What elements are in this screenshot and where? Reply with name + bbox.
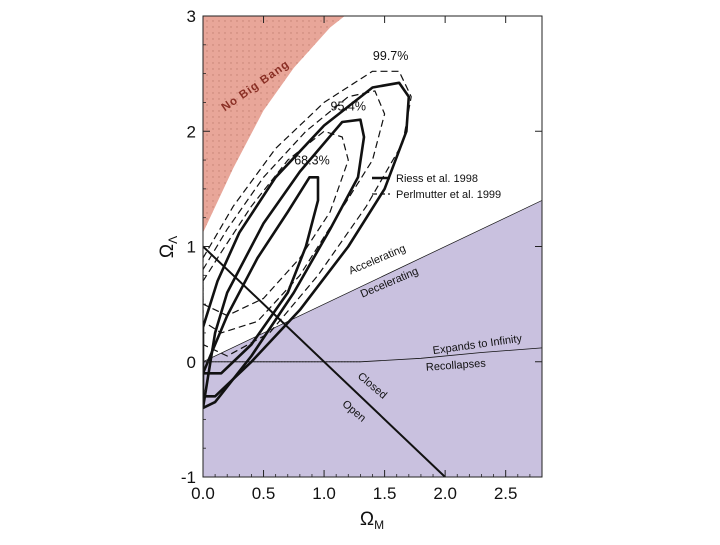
- legend-label-riess: Riess et al. 1998: [396, 173, 478, 185]
- x-tick-label: 2.5: [494, 484, 518, 503]
- legend-label-perlmutter: Perlmutter et al. 1999: [396, 189, 501, 201]
- x-tick-label: 2.0: [433, 484, 457, 503]
- riess-contour-68-3: [203, 176, 320, 375]
- expands-recollapses-line: [203, 347, 542, 363]
- x-tick-label: 1.0: [312, 484, 336, 503]
- x-tick-label: 0.5: [252, 484, 276, 503]
- decelerating-region: [203, 200, 542, 477]
- y-tick-label: 3: [187, 7, 196, 26]
- y-tick-label: -1: [181, 468, 196, 487]
- x-axis-subscript: M: [374, 518, 384, 532]
- perlmutter-contour-99-7: [203, 70, 412, 357]
- annotation-68-3: 68.3%: [294, 154, 329, 168]
- x-tick-label: 0.0: [191, 484, 215, 503]
- y-tick-label: 2: [187, 122, 196, 141]
- annotation-99-7: 99.7%: [373, 49, 408, 63]
- y-tick-label: 1: [187, 238, 196, 257]
- x-axis-label: ΩM: [360, 509, 384, 532]
- y-tick-label: 0: [187, 353, 196, 372]
- perlmutter-contour-95-4: [203, 90, 386, 334]
- annotation-recollapses: Recollapses: [426, 358, 487, 374]
- x-tick-label: 1.5: [373, 484, 397, 503]
- annotation-95-4: 95.4%: [331, 100, 366, 114]
- y-axis-subscript: Λ: [166, 236, 180, 244]
- no-big-bang-texture: [203, 16, 345, 233]
- riess-contour-95-4: [203, 118, 366, 410]
- riess-contour-99-7: [203, 81, 411, 398]
- perlmutter-contour-68-3: [203, 130, 349, 317]
- y-axis-label: ΩΛ: [157, 236, 180, 258]
